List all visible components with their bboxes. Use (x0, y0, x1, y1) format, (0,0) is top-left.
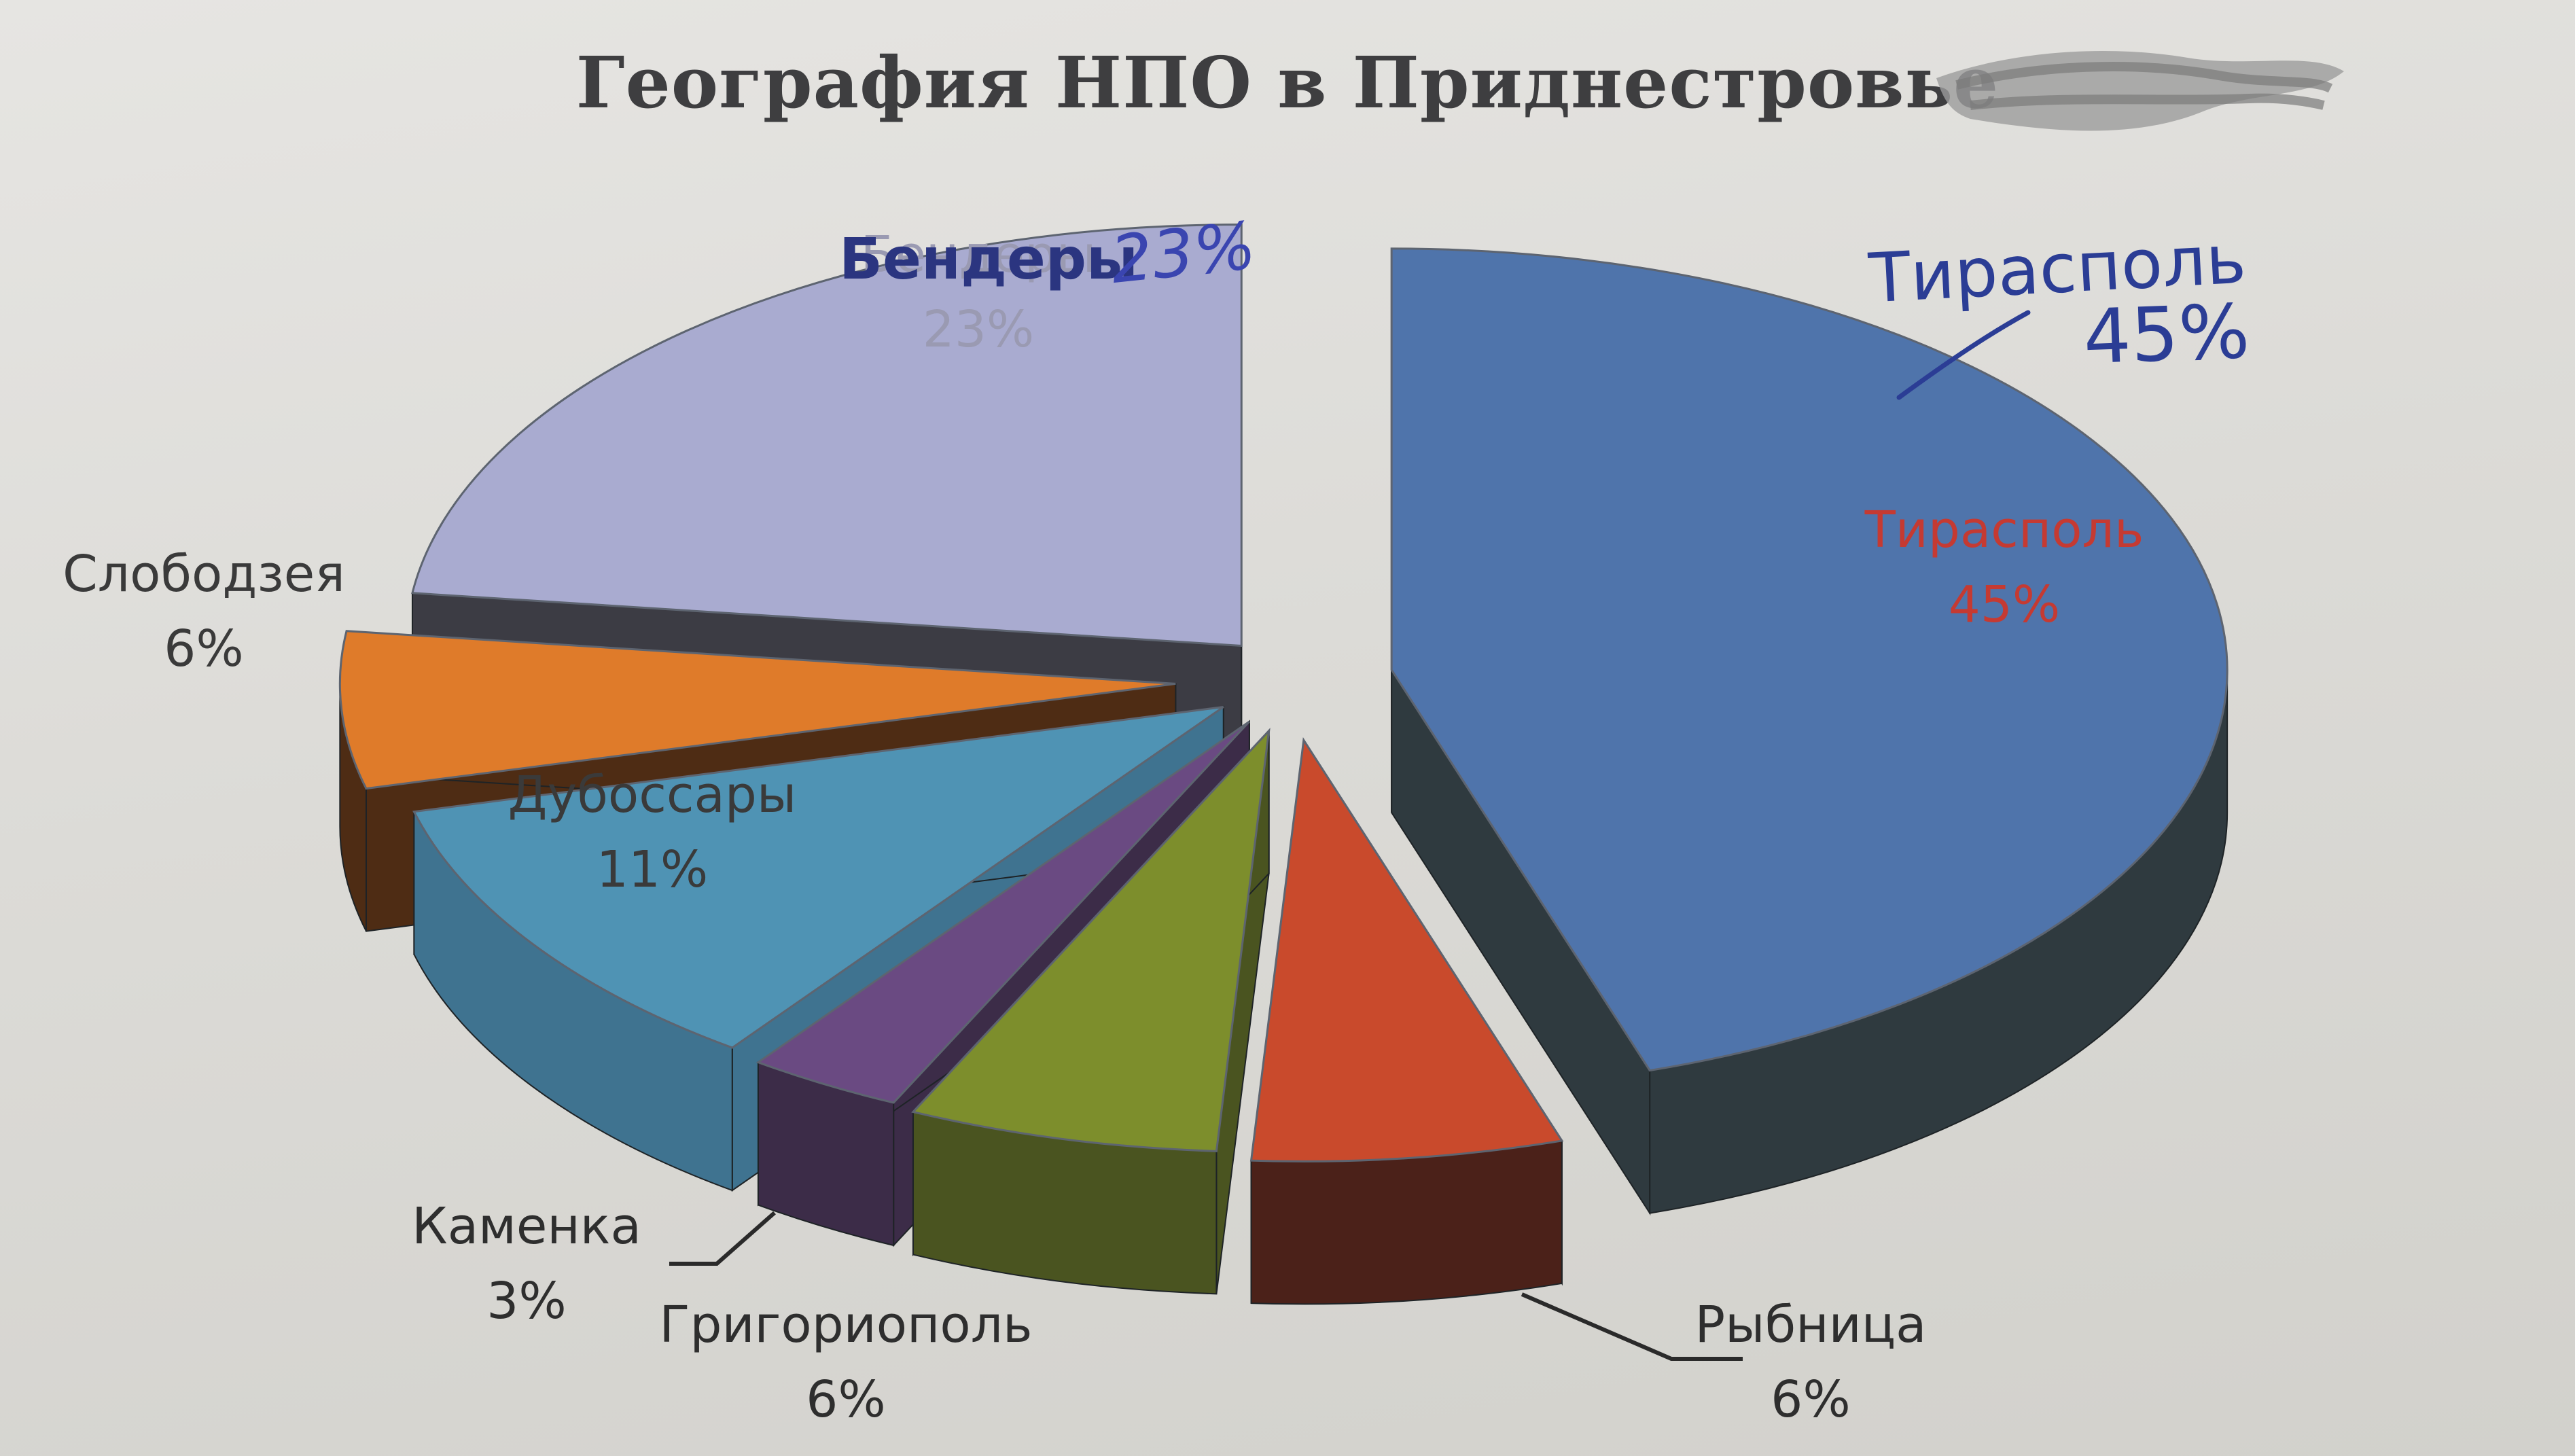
handwritten-annotation-3: Бендеры (839, 226, 1138, 292)
slice-каменка (756, 720, 1251, 1104)
slice-value-label-бендеры: 23% (923, 300, 1034, 359)
slice-value-label-григориополь: 6% (806, 1370, 885, 1429)
slice-дубоссары (412, 705, 1224, 1049)
handwritten-annotation-2: 45% (2082, 288, 2251, 380)
slice-бендеры (411, 223, 1243, 647)
chart-title: География НПО в Приднестровье (575, 41, 2000, 124)
slice-value-label-тирасполь: 45% (1949, 575, 2060, 634)
slice-label-рыбница: Рыбница (1695, 1296, 1927, 1354)
redaction-scribble (1936, 51, 2344, 131)
slice-rim-рыбница (1250, 1139, 1563, 1305)
slice-рыбница (1249, 737, 1564, 1162)
leader-line-рыбница (1521, 1292, 1743, 1361)
handwritten-annotation-1: Тирасполь (1866, 219, 2248, 319)
slice-label-слободзея: Слободзея (63, 545, 345, 603)
slice-label-каменка: Каменка (412, 1197, 641, 1256)
slice-value-label-каменка: 3% (486, 1272, 566, 1330)
slice-label-тирасполь: Тирасполь (1864, 501, 2144, 559)
slice-тирасполь (1390, 247, 2228, 1072)
slice-value-label-дубоссары: 11% (597, 840, 708, 899)
handwritten-pointer (1896, 310, 2031, 400)
slice-label-дубоссары: Дубоссары (508, 766, 797, 824)
handwritten-annotation-4: 23% (1107, 207, 1260, 298)
slice-григориополь (911, 728, 1271, 1152)
leader-line-каменка (669, 1211, 776, 1266)
slice-label-григориополь: Григориополь (659, 1296, 1032, 1354)
slice-value-label-рыбница: 6% (1771, 1370, 1850, 1429)
slice-слободзея (338, 630, 1176, 790)
slice-value-label-слободзея: 6% (164, 620, 243, 678)
slice-label-бендеры: Бендеры (861, 226, 1097, 284)
